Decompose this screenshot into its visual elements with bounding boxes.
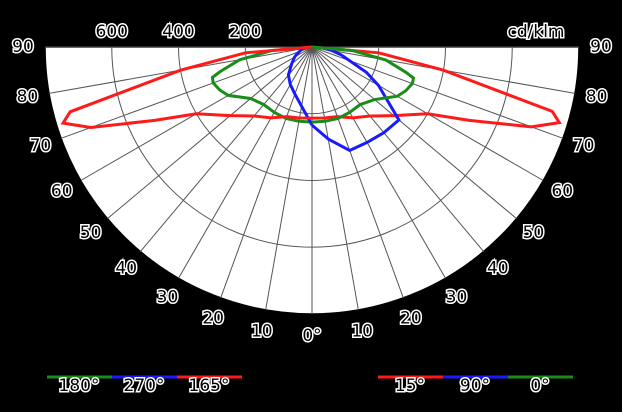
plot: 200 400 600 0° 10 10 20 20 30 30 40 40 50 50 60 60 70 70 8…	[11, 21, 614, 398]
grid-line	[311, 46, 446, 279]
grid-line	[265, 46, 313, 311]
angle-tick-label: 70	[30, 136, 52, 156]
angle-tick-label: 30	[157, 287, 179, 307]
grid-line	[311, 46, 404, 299]
angle-tick-label: 50	[80, 223, 102, 243]
grid-line	[311, 46, 517, 220]
grid-line	[311, 46, 485, 252]
legend-label: 180°	[59, 376, 100, 396]
r-tick-label: 600	[96, 22, 128, 42]
r-tick-label: 200	[229, 22, 261, 42]
grid-line	[139, 46, 313, 252]
angle-tick-label: 90	[12, 37, 34, 57]
angle-tick-label: 60	[551, 182, 573, 202]
legend-label: 0°	[530, 376, 549, 396]
series-line	[311, 45, 416, 124]
angle-tick-label: 60	[51, 182, 73, 202]
angle-tick-label: 20	[202, 309, 224, 329]
angle-tick-label: 90	[590, 37, 612, 57]
angle-tick-label: 20	[400, 309, 422, 329]
angle-tick-label: 80	[586, 87, 608, 107]
legend-label: 90°	[460, 376, 490, 396]
angle-tick-label: 30	[446, 287, 468, 307]
angle-tick-label: 40	[115, 258, 137, 278]
legend-label: 15°	[395, 376, 425, 396]
r-tick-label: 400	[162, 22, 194, 42]
legend-label: 165°	[189, 376, 230, 396]
angle-tick-label: 40	[487, 258, 509, 278]
legend-label: 270°	[124, 376, 165, 396]
angle-tick-label: 10	[251, 322, 273, 342]
series-line	[311, 45, 401, 153]
grid-line	[311, 46, 359, 311]
angle-tick-label: 50	[523, 223, 545, 243]
grid-line	[220, 46, 313, 299]
angle-tick-label: 0°	[302, 326, 321, 346]
grid-line	[60, 46, 313, 139]
angle-tick-label: 10	[351, 322, 373, 342]
series-line	[60, 45, 313, 129]
grid-line	[107, 46, 313, 220]
angle-tick-label: 80	[17, 87, 39, 107]
r-unit: cd/klm	[508, 22, 565, 42]
angle-tick-label: 70	[573, 136, 595, 156]
